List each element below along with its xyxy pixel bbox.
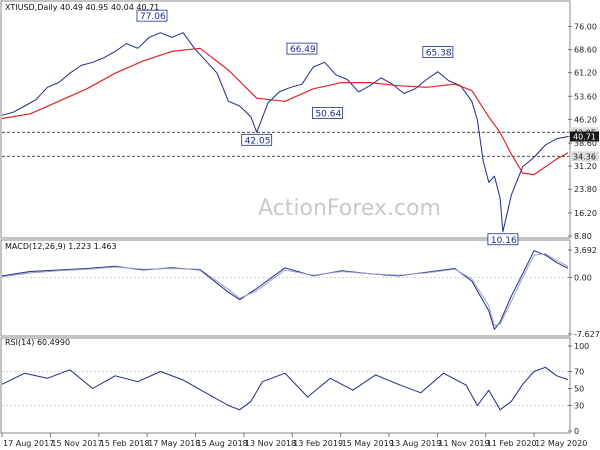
price-ytick-label: 8.80	[574, 232, 592, 241]
rsi-ytick-label: 100	[574, 342, 589, 351]
price-series-sma-line	[1, 47, 569, 176]
xtick-label: 15 Nov 2017	[51, 439, 102, 448]
price-annotation-label: 42.05	[245, 136, 271, 146]
price-ytick-label: 76.00	[574, 22, 597, 31]
xtick-label: 12 May 2020	[535, 439, 587, 448]
xtick-label: 15 Feb 2018	[100, 439, 150, 448]
price-title: XTIUSD,Daily 40.49 40.95 40.04 40.71	[5, 3, 159, 12]
rsi-pane-frame	[0, 337, 571, 434]
price-ytick-label: 23.80	[574, 185, 597, 194]
series-layer	[1, 32, 569, 411]
rsi-ytick-label: 0	[574, 427, 579, 436]
price-annotation-box	[241, 133, 273, 146]
xtick-label: 15 Aug 2018	[197, 439, 248, 448]
price-ytick-label: 40.71	[573, 133, 596, 142]
price-annotation-label: 77.06	[140, 12, 166, 22]
price-ytick-label: 16.20	[574, 209, 597, 218]
xtick-label: 13 Nov 2018	[245, 439, 296, 448]
rsi-series-rsi-line	[1, 366, 569, 411]
price-ytick-label: 46.20	[574, 115, 597, 124]
macd-ytick-label: -7.627	[574, 330, 600, 339]
price-ytick-label: 38.60	[574, 139, 597, 148]
price-annotation-label: 50.64	[315, 110, 341, 120]
grid-layer	[1, 25, 572, 437]
price-annotation-box	[422, 46, 454, 58]
macd-ytick-label: 0.00	[574, 273, 592, 282]
price-ytick-label: 68.60	[574, 46, 597, 55]
price-annotation-label: 10.16	[491, 236, 517, 246]
label-layer: ActionForex.com XTIUSD,Daily 40.49 40.95 …	[3, 3, 600, 448]
price-annotation-box	[487, 233, 519, 246]
price-annotation-box	[286, 42, 318, 55]
rsi-ytick-label: 70	[574, 368, 584, 377]
price-ytick-label: 53.60	[574, 92, 597, 101]
rsi-ytick-label: 50	[574, 385, 584, 394]
macd-series-macd-line	[1, 250, 569, 330]
price-ytick-label: 61.20	[574, 69, 597, 78]
price-annotation-label: 66.49	[290, 45, 316, 55]
price-ytick-label: 34.36	[573, 152, 596, 161]
watermark-text: ActionForex.com	[258, 196, 441, 221]
macd-pane-frame	[0, 239, 571, 337]
price-annotation-box	[312, 107, 343, 119]
price-series-xtiusd-line	[1, 32, 569, 233]
price-annotation-box	[136, 9, 168, 22]
price-level-tag	[570, 151, 599, 162]
rsi-title: RSI(14) 60.4990	[5, 338, 70, 347]
price-current-price-tag	[570, 131, 599, 142]
price-annotation-label: 65.38	[426, 49, 452, 59]
xtick-label: 11 Nov 2019	[438, 439, 489, 448]
xtick-label: 15 May 2019	[342, 439, 394, 448]
price-ytick-label: 31.20	[574, 162, 597, 171]
macd-series-signal-line	[1, 253, 569, 327]
macd-title: MACD(12,26,9) 1.223 1.463	[5, 242, 117, 251]
rsi-ytick-label: 30	[574, 402, 584, 411]
macd-ytick-label: 3.692	[574, 246, 597, 255]
xtick-label: 13 Feb 2019	[293, 439, 343, 448]
xtick-label: 17 May 2018	[148, 439, 200, 448]
xtick-label: 17 Aug 2017	[3, 439, 54, 448]
xtick-label: 13 Aug 2019	[390, 439, 441, 448]
xtick-label: 11 Feb 2020	[487, 439, 537, 448]
